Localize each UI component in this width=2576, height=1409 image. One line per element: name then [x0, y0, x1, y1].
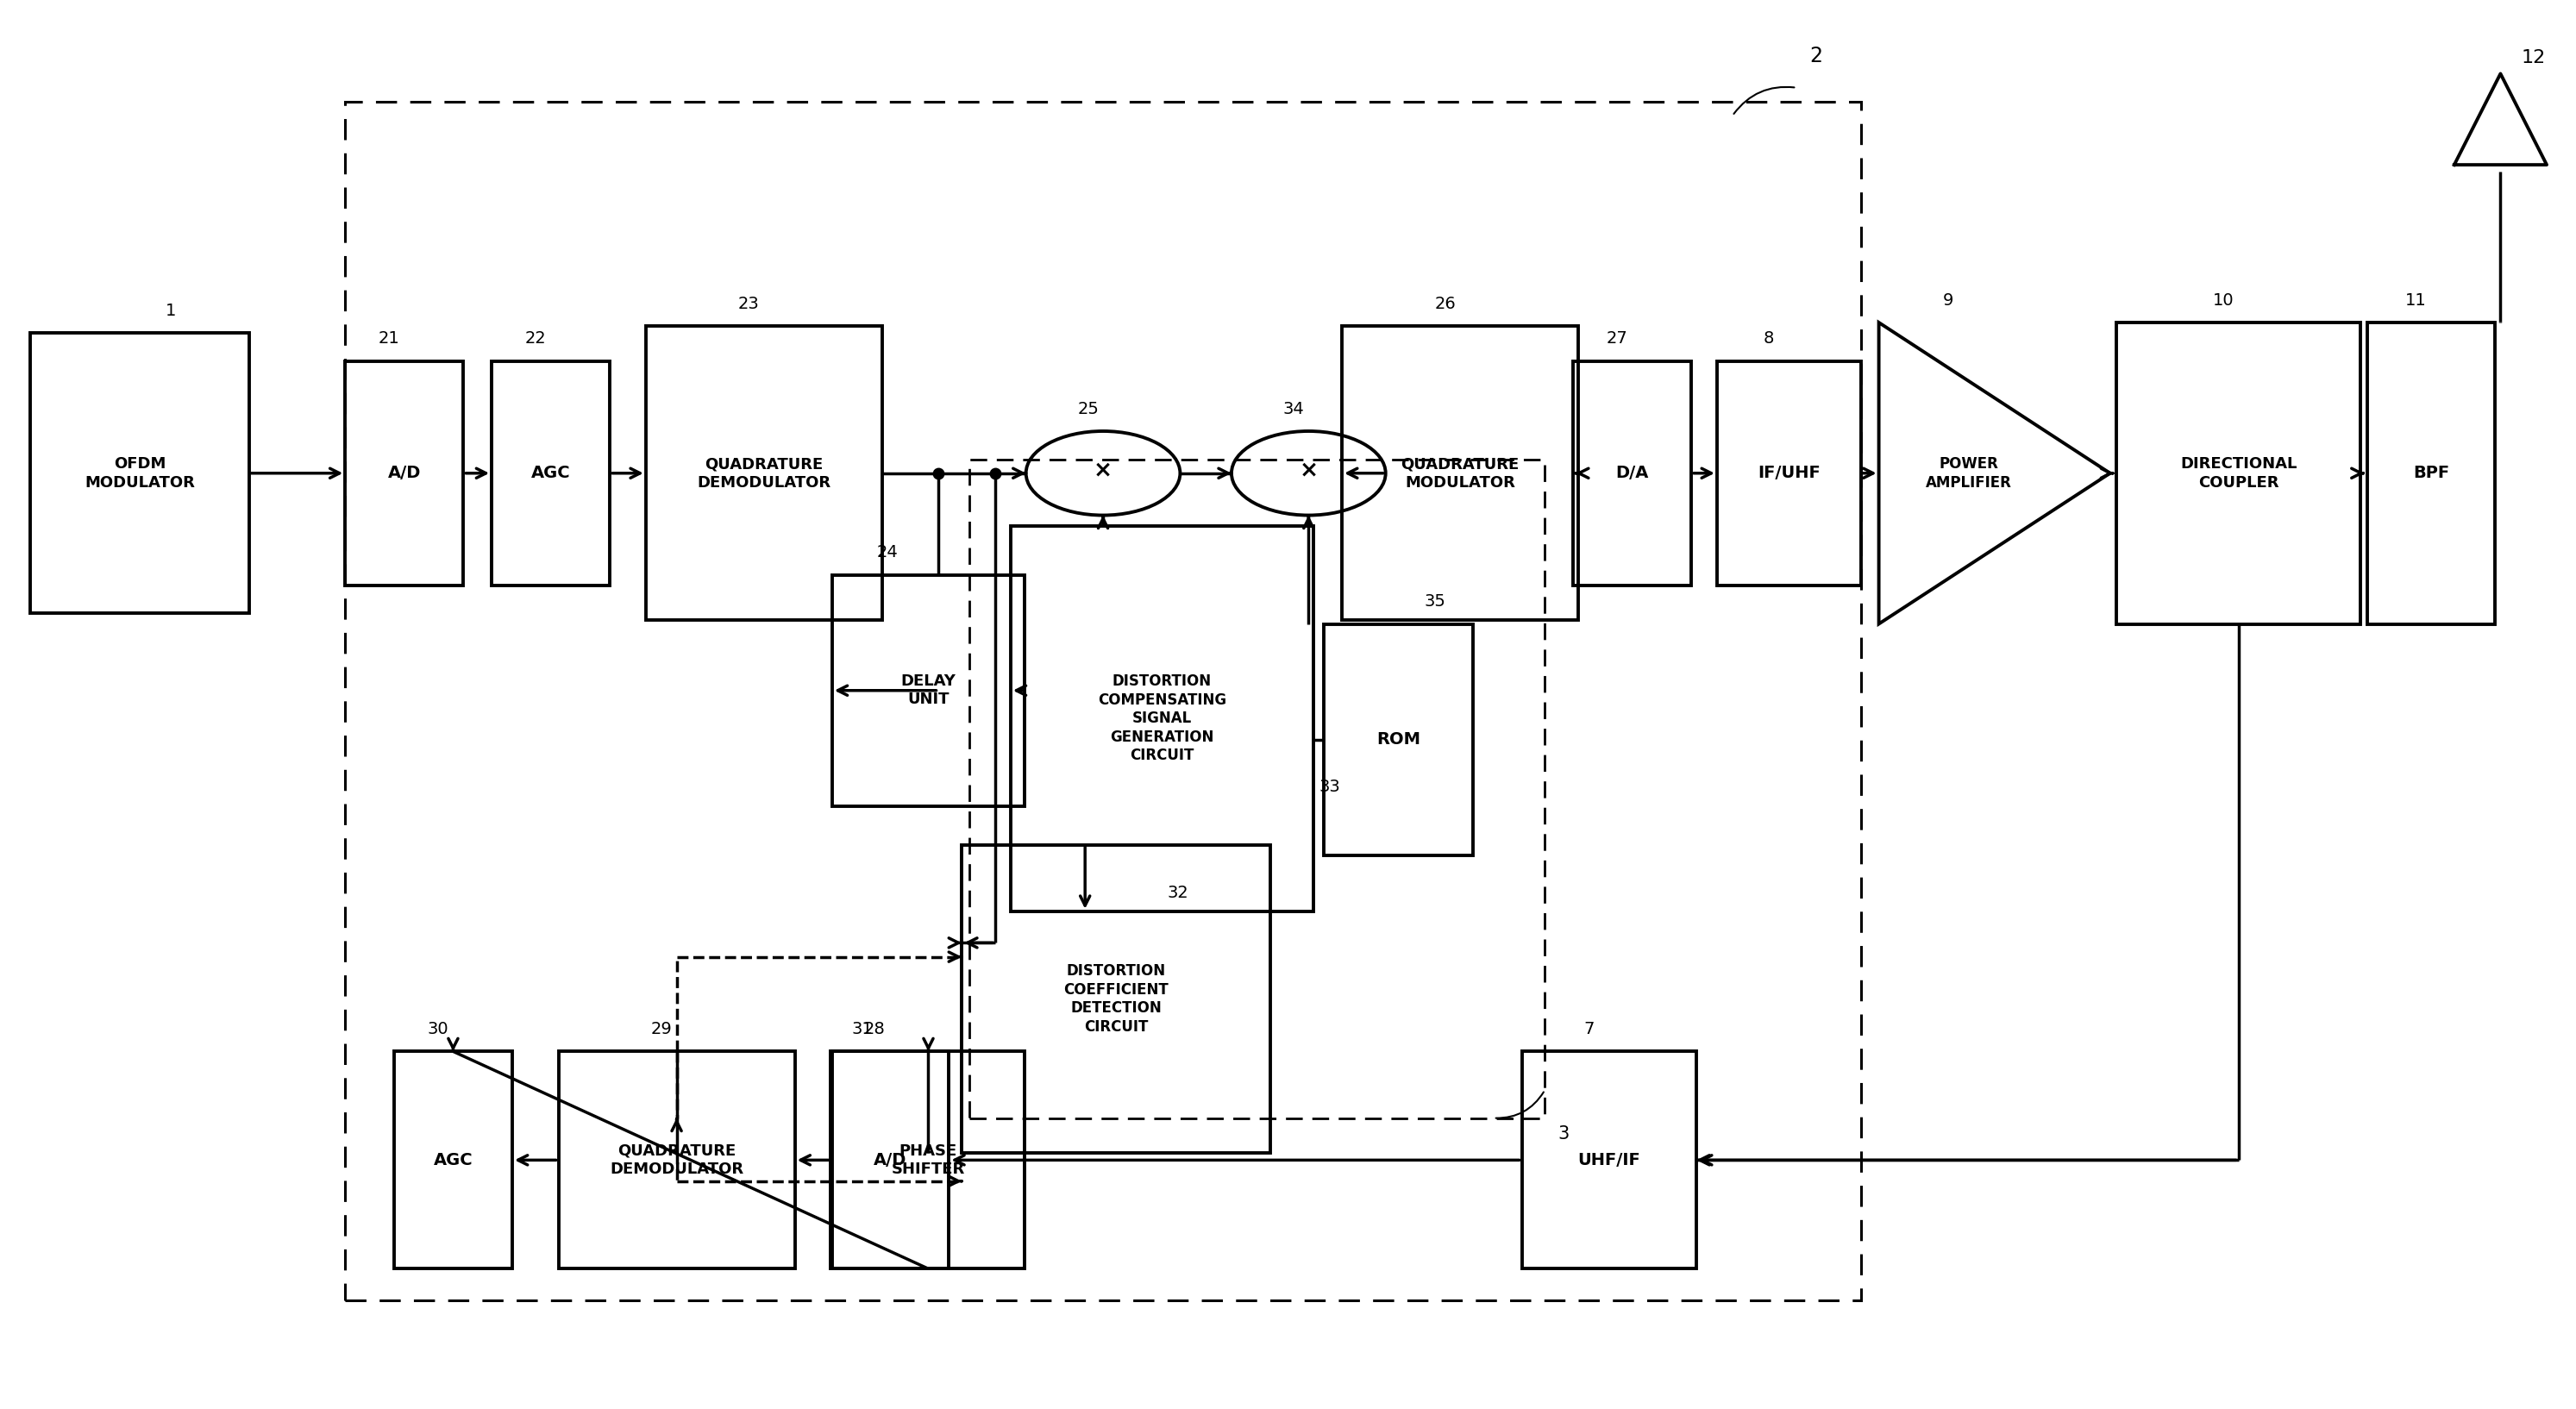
Text: DIRECTIONAL
COUPLER: DIRECTIONAL COUPLER — [2179, 457, 2298, 490]
Bar — [559, 1051, 796, 1268]
Bar — [492, 361, 611, 585]
Text: 29: 29 — [652, 1022, 672, 1037]
Bar — [2367, 323, 2496, 624]
Bar — [345, 101, 1860, 1301]
Text: D/A: D/A — [1615, 465, 1649, 482]
Text: 30: 30 — [428, 1022, 448, 1037]
Text: PHASE
SHIFTER: PHASE SHIFTER — [891, 1143, 966, 1177]
Text: BPF: BPF — [2414, 465, 2450, 482]
Text: 26: 26 — [1435, 296, 1455, 311]
Text: A/D: A/D — [873, 1153, 907, 1168]
Bar — [31, 333, 250, 613]
Text: DISTORTION
COMPENSATING
SIGNAL
GENERATION
CIRCUIT: DISTORTION COMPENSATING SIGNAL GENERATIO… — [1097, 674, 1226, 764]
Bar — [2117, 323, 2360, 624]
Text: 12: 12 — [2522, 49, 2545, 66]
Text: 2: 2 — [1808, 46, 1821, 66]
Bar — [832, 575, 1025, 806]
Text: A/D: A/D — [389, 465, 420, 482]
Bar — [1342, 325, 1579, 620]
Text: 21: 21 — [379, 331, 399, 347]
Bar — [829, 1051, 948, 1268]
Text: DELAY
UNIT: DELAY UNIT — [902, 674, 956, 707]
Text: AGC: AGC — [433, 1153, 474, 1168]
Bar — [345, 361, 464, 585]
Text: 31: 31 — [850, 1022, 873, 1037]
Text: 24: 24 — [876, 544, 899, 561]
Bar — [832, 1051, 1025, 1268]
Text: 11: 11 — [2406, 292, 2427, 309]
Text: 32: 32 — [1167, 885, 1188, 900]
Text: 33: 33 — [1319, 779, 1340, 795]
Bar — [1522, 1051, 1698, 1268]
Text: QUADRATURE
DEMODULATOR: QUADRATURE DEMODULATOR — [698, 457, 832, 490]
Text: 10: 10 — [2213, 292, 2233, 309]
Text: 7: 7 — [1584, 1022, 1595, 1037]
Text: ×: × — [1298, 459, 1319, 482]
Bar — [1324, 624, 1473, 855]
Bar — [969, 459, 1546, 1117]
Text: DISTORTION
COEFFICIENT
DETECTION
CIRCUIT: DISTORTION COEFFICIENT DETECTION CIRCUIT — [1064, 964, 1170, 1034]
Bar — [1718, 361, 1860, 585]
Text: 1: 1 — [165, 303, 175, 318]
Text: 34: 34 — [1283, 400, 1303, 417]
Text: 23: 23 — [739, 296, 760, 311]
Text: ROM: ROM — [1376, 731, 1419, 748]
Text: ×: × — [1092, 459, 1113, 482]
Text: 25: 25 — [1077, 400, 1100, 417]
Text: UHF/IF: UHF/IF — [1577, 1153, 1641, 1168]
Bar — [647, 325, 881, 620]
Text: QUADRATURE
MODULATOR: QUADRATURE MODULATOR — [1401, 457, 1520, 490]
Text: OFDM
MODULATOR: OFDM MODULATOR — [85, 457, 196, 490]
Text: IF/UHF: IF/UHF — [1757, 465, 1821, 482]
Text: 8: 8 — [1762, 331, 1775, 347]
Bar — [394, 1051, 513, 1268]
Text: 9: 9 — [1942, 292, 1953, 309]
Text: 22: 22 — [526, 331, 546, 347]
Text: QUADRATURE
DEMODULATOR: QUADRATURE DEMODULATOR — [611, 1143, 744, 1177]
Bar — [1010, 526, 1314, 912]
Text: 3: 3 — [1558, 1124, 1569, 1143]
Text: POWER
AMPLIFIER: POWER AMPLIFIER — [1927, 457, 2012, 490]
Text: AGC: AGC — [531, 465, 569, 482]
Text: 35: 35 — [1425, 593, 1445, 610]
Text: 28: 28 — [863, 1022, 886, 1037]
Text: 27: 27 — [1607, 331, 1628, 347]
Bar — [1574, 361, 1692, 585]
Bar — [961, 844, 1270, 1153]
